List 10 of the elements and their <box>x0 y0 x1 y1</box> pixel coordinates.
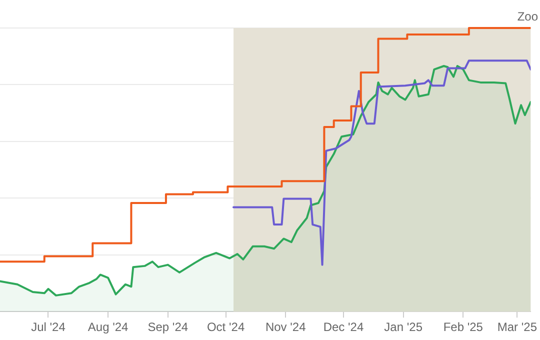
x-tick-label: Mar '25 <box>497 320 538 334</box>
text: Zoo <box>517 9 538 24</box>
x-tick-label: Feb '25 <box>443 320 484 334</box>
x-tick-label: Oct '24 <box>206 320 245 334</box>
x-tick-label: Jan '25 <box>384 320 423 334</box>
x-tick-label: Nov '24 <box>265 320 306 334</box>
x-tick-label: Sep '24 <box>148 320 188 334</box>
x-tick-label: Aug '24 <box>88 320 129 334</box>
x-tick-label: Jul '24 <box>31 320 66 334</box>
x-tick-label: Dec '24 <box>323 320 364 334</box>
